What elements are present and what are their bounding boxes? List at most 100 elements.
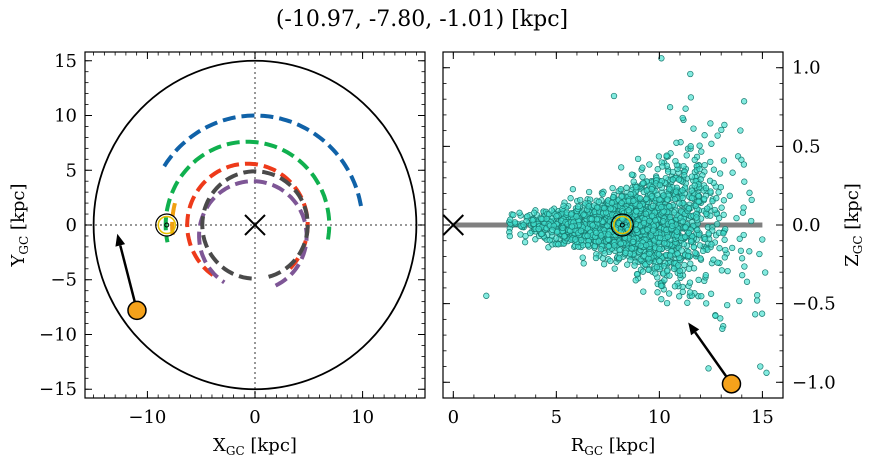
- data-point: [648, 193, 655, 200]
- data-point: [593, 216, 601, 223]
- data-point: [729, 169, 736, 176]
- data-point: [746, 248, 753, 255]
- data-point: [724, 267, 731, 275]
- x-tick-label: 10: [351, 407, 374, 428]
- data-point: [568, 211, 575, 218]
- y-tick-label: 0: [66, 215, 77, 236]
- data-point: [690, 125, 697, 132]
- data-point: [740, 204, 747, 211]
- data-point: [522, 232, 529, 240]
- data-point: [712, 312, 719, 319]
- data-point: [660, 218, 667, 225]
- data-point: [625, 207, 632, 214]
- data-point: [697, 176, 704, 183]
- data-point: [718, 204, 725, 211]
- data-point: [688, 173, 696, 180]
- data-point: [632, 277, 639, 284]
- data-point: [679, 218, 686, 225]
- left-panel: −10 0 10 −15 −10 −5 0 5 10 15 XGC [kpc] YGC [kpc]: [8, 51, 426, 458]
- y-tick-label: 15: [54, 51, 77, 72]
- y-tick-label: 5: [66, 160, 77, 181]
- data-point: [664, 233, 671, 240]
- data-point: [685, 205, 693, 212]
- data-point: [637, 242, 644, 249]
- data-point: [722, 246, 729, 254]
- data-point: [661, 276, 668, 284]
- spiral-arm-3: [170, 202, 177, 241]
- data-point: [710, 166, 718, 173]
- data-point: [695, 276, 702, 284]
- data-point: [688, 238, 695, 245]
- data-point: [701, 195, 708, 203]
- data-point: [639, 173, 646, 181]
- data-point: [652, 270, 659, 277]
- data-point: [664, 196, 671, 203]
- data-point: [716, 170, 724, 177]
- right-plot-area: [443, 55, 770, 394]
- sun-marker-ring: [612, 215, 632, 235]
- data-point: [636, 202, 643, 209]
- data-point: [580, 260, 587, 267]
- left-plot-area: [85, 52, 425, 398]
- data-point: [627, 191, 634, 198]
- data-point: [717, 315, 724, 322]
- data-point: [630, 197, 637, 204]
- data-point: [658, 203, 665, 211]
- data-point: [538, 230, 545, 238]
- data-point: [707, 188, 714, 195]
- data-point: [720, 157, 728, 164]
- data-point: [623, 184, 630, 191]
- data-point: [756, 250, 763, 258]
- y-tick-label: 0.5: [792, 136, 821, 157]
- data-point: [736, 297, 743, 305]
- data-point: [720, 211, 727, 218]
- data-point: [658, 55, 665, 62]
- boundary-circle: [92, 59, 418, 391]
- right-xlabel: RGC [kpc]: [571, 435, 656, 458]
- right-panel: 0 5 10 15 −1.0 −0.5 0.0 0.5 1.0 RGC [kpc] ZGC [k…: [442, 51, 865, 458]
- sun-marker-dot: [619, 222, 625, 228]
- data-point: [743, 278, 751, 285]
- data-point: [746, 189, 753, 196]
- data-point: [510, 211, 517, 219]
- data-point: [702, 272, 709, 279]
- data-point: [726, 192, 733, 199]
- data-point: [579, 242, 587, 249]
- data-point: [736, 235, 743, 242]
- data-point: [578, 236, 585, 244]
- galactic-center-marker-b: [443, 214, 465, 236]
- data-point: [530, 209, 538, 216]
- data-point: [610, 194, 617, 201]
- data-point: [659, 163, 666, 170]
- data-point: [650, 227, 657, 234]
- data-point: [649, 202, 657, 210]
- data-point: [553, 212, 560, 220]
- data-point: [567, 195, 574, 202]
- y-tick-label: −5: [50, 270, 77, 291]
- data-point: [684, 252, 692, 260]
- right-ylabel: ZGC [kpc]: [842, 183, 865, 267]
- data-point: [568, 223, 576, 230]
- data-point: [713, 220, 721, 228]
- x-tick-label: 0: [448, 407, 459, 428]
- motion-arrow-shaft: [694, 331, 733, 385]
- data-point: [701, 161, 708, 169]
- data-point: [718, 267, 725, 274]
- data-point: [687, 70, 694, 78]
- data-point: [628, 245, 635, 252]
- spiral-arm-4: [185, 161, 310, 277]
- data-point: [687, 94, 695, 101]
- data-point: [720, 230, 727, 237]
- data-point: [653, 263, 661, 271]
- data-point: [688, 194, 696, 202]
- data-point: [506, 232, 513, 240]
- x-tick-label: 0: [249, 407, 260, 428]
- data-point: [593, 229, 600, 236]
- data-point: [654, 289, 661, 296]
- sun-marker-outer-ring: [610, 213, 634, 237]
- data-point: [703, 300, 710, 307]
- data-point: [527, 229, 534, 237]
- data-point: [704, 205, 711, 212]
- data-point: [553, 235, 560, 242]
- object-marker: [127, 300, 147, 321]
